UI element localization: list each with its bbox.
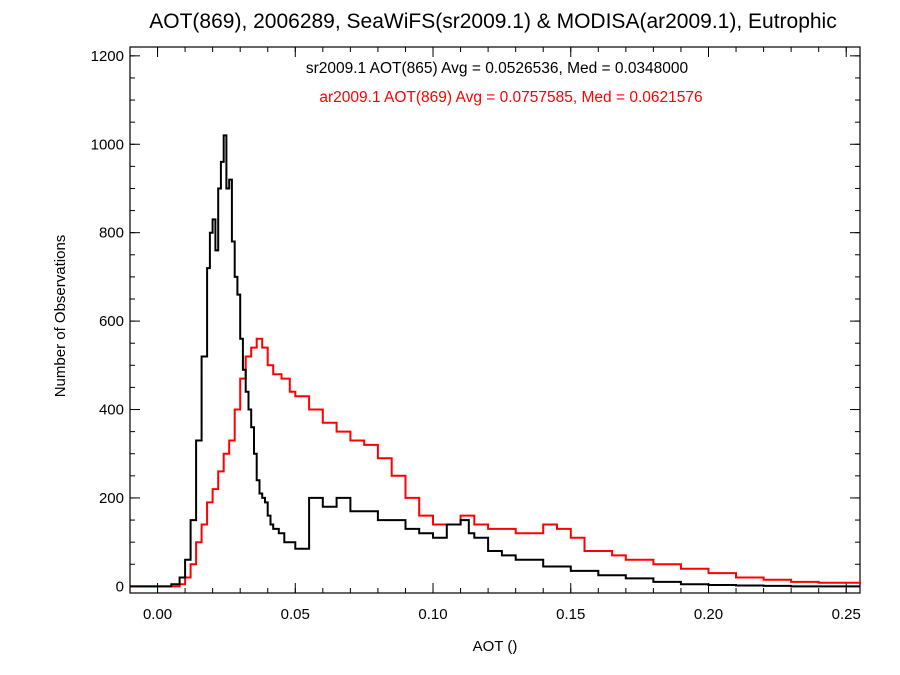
annotation-modisa-stats: ar2009.1 AOT(869) Avg = 0.0757585, Med =… [319,89,702,106]
y-tick-label: 1200 [91,48,124,65]
x-tick-label: 0.00 [143,606,172,623]
x-tick-label: 0.10 [418,606,447,623]
x-tick-label: 0.15 [556,606,585,623]
y-tick-label: 600 [99,313,124,330]
y-tick-label: 400 [99,402,124,419]
y-axis: 0 200 400 600 800 1000 1200 [91,48,860,595]
series-modisa-histogram [130,337,861,588]
y-tick-label: 0 [116,578,124,595]
annotation-seawifs-stats: sr2009.1 AOT(865) Avg = 0.0526536, Med =… [306,60,689,77]
y-tick-label: 200 [99,490,124,507]
x-axis: 0.00 0.05 0.10 0.15 0.20 0.25 [143,47,861,623]
y-tick-label: 800 [99,225,124,242]
y-tick-label: 1000 [91,136,124,153]
x-tick-label: 0.25 [832,606,861,623]
x-axis-label: AOT () [473,638,518,655]
x-tick-label: 0.20 [694,606,723,623]
series-layer [130,134,861,588]
chart-title: AOT(869), 2006289, SeaWiFS(sr2009.1) & M… [149,10,836,33]
series-seawifs-histogram [130,134,860,588]
x-tick-label: 0.05 [281,606,310,623]
plot-frame [129,46,861,594]
y-axis-label: Number of Observations [52,235,69,398]
